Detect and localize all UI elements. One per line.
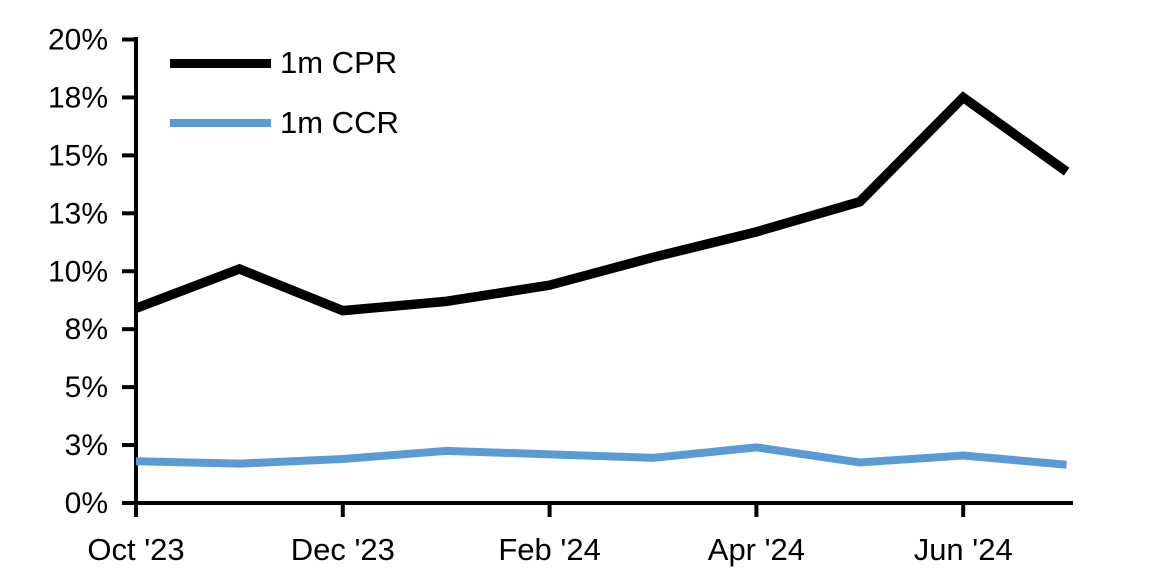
y-tick-label: 13% bbox=[48, 197, 108, 230]
legend-item-1m-ccr: 1m CCR bbox=[170, 106, 399, 140]
series-line-1m-ccr bbox=[135, 443, 1067, 469]
cpr-line-swatch bbox=[170, 58, 271, 68]
y-tick-label: 20% bbox=[48, 24, 108, 57]
ccr-line-swatch bbox=[170, 119, 271, 127]
x-tick-label: Feb '24 bbox=[498, 532, 600, 567]
x-tick-label: Dec '23 bbox=[291, 532, 395, 567]
y-tick-label: 10% bbox=[48, 255, 108, 288]
y-tick-label: 5% bbox=[65, 371, 108, 404]
y-tick-label: 8% bbox=[65, 313, 108, 346]
x-tick-label: Jun '24 bbox=[914, 532, 1013, 567]
cpr-legend-label: 1m CPR bbox=[280, 45, 398, 80]
y-tick-label: 3% bbox=[65, 429, 108, 462]
x-tick-label: Apr '24 bbox=[708, 532, 805, 567]
y-tick-label: 15% bbox=[48, 139, 108, 172]
y-tick-label: 18% bbox=[48, 81, 108, 114]
x-tick-label: Oct '23 bbox=[87, 532, 184, 567]
y-tick-label: 0% bbox=[65, 487, 108, 520]
legend-item-1m-cpr: 1m CPR bbox=[170, 46, 399, 80]
legend: 1m CPR 1m CCR bbox=[170, 46, 399, 140]
ccr-legend-label: 1m CCR bbox=[280, 105, 399, 140]
series-line-1m-cpr bbox=[134, 91, 1070, 316]
